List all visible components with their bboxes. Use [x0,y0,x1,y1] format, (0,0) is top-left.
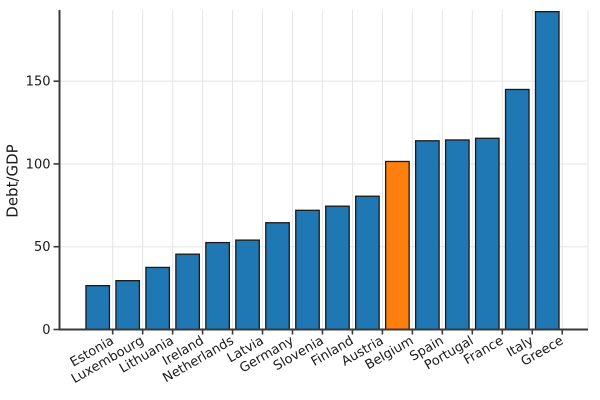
grid-lines [59,10,589,330]
bar-portugal [444,139,470,331]
bar-austria [355,195,380,331]
bar-germany [265,222,290,331]
bar-luxembourg [115,280,141,331]
bar-latvia [235,239,260,331]
bar-italy [504,88,530,331]
bar-spain [414,140,440,331]
y-axis-label: Debt/GDP [4,144,22,217]
y-tick-label-150: 150 [26,75,51,90]
bar-lithuania [145,266,171,331]
axes [53,10,588,335]
bar-greece [534,11,560,331]
y-tick-label-50: 50 [34,240,51,255]
y-tick-label-100: 100 [26,157,51,172]
bar-ireland [175,253,201,331]
bar-estonia [85,284,111,331]
bar-slovenia [295,209,320,331]
bar-finland [325,205,350,331]
bar-netherlands [205,241,230,331]
bar-belgium [384,160,410,331]
bar-france [474,137,500,331]
y-tick-label-0: 0 [42,323,50,338]
